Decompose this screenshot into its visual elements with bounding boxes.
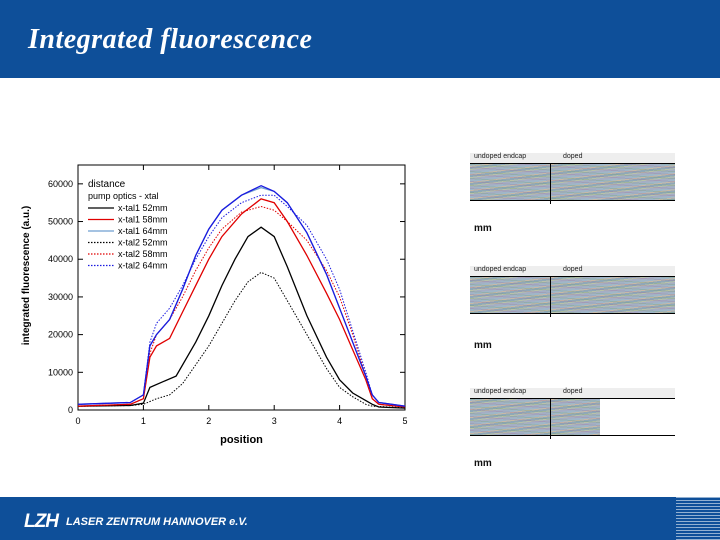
y-tick-label: 10000 xyxy=(48,367,73,377)
x-tick-label: 0 xyxy=(75,416,80,426)
panel-header xyxy=(470,153,675,164)
doped-label: doped xyxy=(563,153,583,160)
series-line-7 xyxy=(77,184,406,407)
y-axis-label: integrated fluorescence (a.u.) xyxy=(21,206,32,345)
panel-header xyxy=(470,266,675,277)
organization-name: LASER ZENTRUM HANNOVER e.V. xyxy=(66,516,248,528)
y-tick-label: 0 xyxy=(68,405,73,415)
header-bar: Integrated fluorescence xyxy=(0,0,720,78)
legend-entry: x-tal1 58mm xyxy=(118,215,168,225)
x-tick-label: 4 xyxy=(337,416,342,426)
y-tick-label: 40000 xyxy=(48,254,73,264)
endcap-boundary xyxy=(550,399,551,439)
panel-caption: mm xyxy=(474,340,492,351)
undoped-endcap-label: undoped endcap xyxy=(474,388,527,395)
legend-title-line: pump optics - xtal xyxy=(88,191,159,201)
crystal-edge xyxy=(470,200,675,201)
y-tick-label: 60000 xyxy=(48,179,73,189)
doped-label: doped xyxy=(563,266,583,273)
crystal-edge xyxy=(470,435,675,436)
x-axis-label: position xyxy=(220,434,263,446)
ray-trace-image xyxy=(470,399,600,435)
legend-entry: x-tal1 64mm xyxy=(118,226,168,236)
lzh-logo: LZH xyxy=(24,511,59,532)
legend-entry: x-tal1 52mm xyxy=(118,203,168,213)
panel-caption: mm xyxy=(474,223,492,234)
panel-caption: mm xyxy=(474,458,492,469)
legend-title-line: distance xyxy=(88,179,126,190)
ray-trace-image xyxy=(470,164,675,200)
panel-header xyxy=(470,388,675,399)
y-tick-label: 20000 xyxy=(48,330,73,340)
x-tick-label: 1 xyxy=(141,416,146,426)
endcap-boundary xyxy=(550,277,551,317)
undoped-endcap-label: undoped endcap xyxy=(474,266,527,273)
legend-entry: x-tal2 64mm xyxy=(118,261,168,271)
doped-label: doped xyxy=(563,388,583,395)
series-line-1 xyxy=(77,226,406,409)
series-line-6 xyxy=(77,194,406,407)
plot-frame xyxy=(77,164,406,411)
legend-entry: x-tal2 58mm xyxy=(118,249,168,259)
legend-entry: x-tal2 52mm xyxy=(118,238,168,248)
x-tick-label: 3 xyxy=(272,416,277,426)
series-line-4 xyxy=(77,271,406,409)
crystal-edge xyxy=(470,313,675,314)
y-tick-label: 50000 xyxy=(48,217,73,227)
ray-trace-image xyxy=(470,277,675,313)
x-tick-label: 5 xyxy=(402,416,407,426)
footer-stripes-decoration xyxy=(676,497,720,540)
series-line-2 xyxy=(77,198,406,408)
x-tick-label: 2 xyxy=(206,416,211,426)
endcap-boundary xyxy=(550,164,551,204)
undoped-endcap-label: undoped endcap xyxy=(474,153,527,160)
slide-title: Integrated fluorescence xyxy=(28,24,313,55)
y-tick-label: 30000 xyxy=(48,292,73,302)
footer-bar: LZH LASER ZENTRUM HANNOVER e.V. xyxy=(0,497,720,540)
